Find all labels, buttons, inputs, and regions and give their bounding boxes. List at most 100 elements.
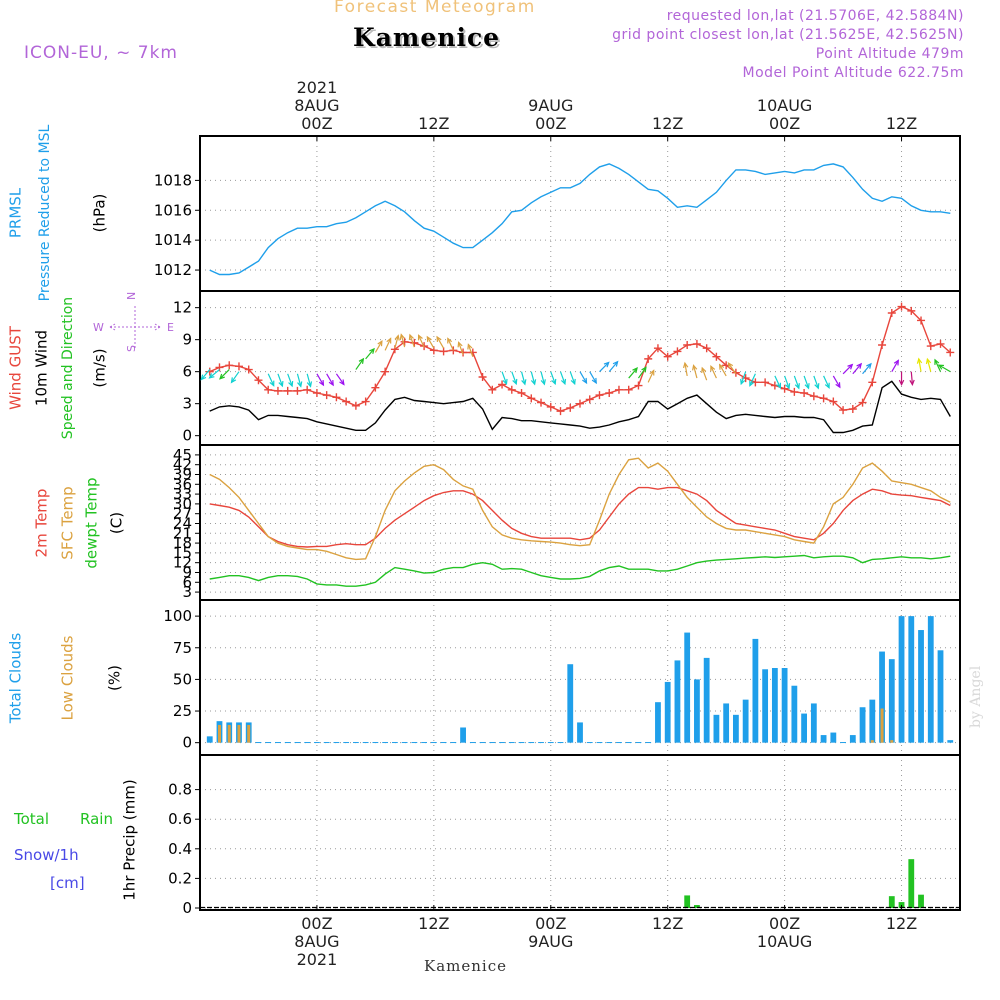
wind-arrow-head — [447, 337, 453, 344]
wind-arrow-head — [785, 383, 791, 390]
compass-lines — [109, 306, 161, 350]
data-point — [400, 337, 409, 346]
top-time-label: 00Z — [769, 114, 800, 133]
data-bar — [742, 699, 749, 743]
data-bar — [382, 742, 389, 744]
data-point — [848, 405, 857, 413]
data-point — [907, 306, 916, 315]
precip-axis-label: 1hr Precip (mm) — [121, 779, 139, 900]
data-bar — [323, 742, 330, 744]
data-bar — [918, 894, 924, 908]
y-tick-label: 25 — [173, 702, 192, 720]
wind-arrow — [938, 364, 951, 373]
wind-arrow — [296, 373, 302, 387]
data-bar — [849, 735, 856, 743]
panel-label: dewpt Temp — [83, 477, 101, 568]
wind-arrow — [926, 358, 932, 372]
wind-arrow-head — [306, 381, 313, 388]
compass-west: W — [93, 321, 104, 334]
wind-arrow — [231, 371, 240, 383]
data-point — [303, 385, 312, 394]
wind-arrow — [793, 375, 800, 389]
data-bar — [479, 742, 486, 744]
y-tick-label: 39 — [173, 465, 192, 483]
wind-arrow-head — [934, 358, 940, 365]
data-point — [878, 341, 887, 349]
wind-arrow-head — [551, 378, 557, 386]
compass — [109, 306, 161, 350]
data-bar — [206, 736, 213, 743]
data-point — [546, 402, 555, 411]
wind-arrow-head — [358, 357, 365, 364]
data-point — [800, 389, 809, 397]
wind-arrow-head — [339, 379, 345, 386]
data-point — [751, 378, 760, 387]
y-tick-label: 100 — [163, 607, 192, 625]
wind-arrow-head — [570, 378, 576, 386]
wind-arrow — [409, 334, 415, 348]
data-bar — [596, 742, 603, 744]
panel-label: Pressure Reduced to MSL — [37, 124, 53, 301]
wind-arrow-head — [369, 347, 375, 354]
wind-arrow-head — [727, 362, 734, 369]
data-point — [351, 401, 360, 410]
data-point — [361, 397, 370, 406]
data-point — [254, 376, 263, 385]
data-point — [644, 354, 653, 363]
wind-arrow-head — [417, 334, 423, 341]
data-point — [312, 389, 321, 397]
model-altitude: Model Point Altitude 622.75m — [742, 65, 964, 81]
data-point — [293, 386, 302, 395]
wind-arrow — [316, 373, 324, 386]
panel-label: 10m Wind — [33, 330, 51, 406]
y-tick-label: 1014 — [154, 231, 192, 249]
top-time-label: 12Z — [418, 114, 449, 133]
data-bar — [684, 895, 691, 908]
wind-arrow — [384, 338, 392, 351]
wind-arrow-head — [467, 343, 473, 350]
wind-arrow — [458, 342, 464, 355]
panel-label: (m/s) — [91, 348, 109, 387]
wind-arrow — [608, 361, 619, 373]
wind-arrow — [862, 363, 872, 375]
wind-arrow-head — [377, 340, 383, 347]
wind-arrow-head — [794, 383, 800, 390]
wind-arrow-head — [394, 334, 400, 341]
data-bar — [703, 657, 710, 743]
wind-arrow — [306, 373, 312, 387]
data-bar — [664, 681, 671, 743]
data-point — [517, 389, 526, 397]
wind-arrow — [277, 373, 283, 387]
data-point — [917, 316, 926, 325]
data-point — [673, 347, 682, 356]
data-bar — [694, 679, 700, 743]
data-bar — [674, 660, 681, 743]
wind-arrow-head — [521, 379, 527, 386]
data-bar — [450, 742, 457, 744]
data-point — [839, 406, 848, 415]
data-point — [761, 378, 770, 387]
wind-arrow-head — [909, 379, 915, 386]
data-bar — [567, 664, 574, 743]
data-bar — [625, 742, 632, 744]
wind-arrow — [374, 340, 383, 353]
data-point — [809, 392, 818, 401]
data-point — [819, 394, 828, 403]
wind-arrow-head — [749, 380, 755, 387]
data-bar — [275, 742, 281, 744]
y-tick-label: 15 — [173, 544, 192, 562]
data-point — [264, 385, 273, 394]
wind-arrow-head — [649, 369, 655, 376]
compass-north: N — [125, 292, 138, 300]
data-point — [595, 391, 604, 400]
compass-east: E — [167, 321, 174, 334]
wind-arrow-head — [318, 380, 325, 387]
data-point — [498, 380, 507, 389]
precip-label-rain: Rain — [80, 810, 113, 828]
wind-arrow — [530, 371, 536, 385]
y-tick-label: 3 — [182, 583, 192, 601]
wind-arrow — [647, 370, 655, 383]
precip-label-snow: Snow/1h — [14, 846, 79, 864]
bottom-time-label: 8AUG — [294, 932, 339, 951]
wind-arrow-head — [200, 374, 207, 381]
